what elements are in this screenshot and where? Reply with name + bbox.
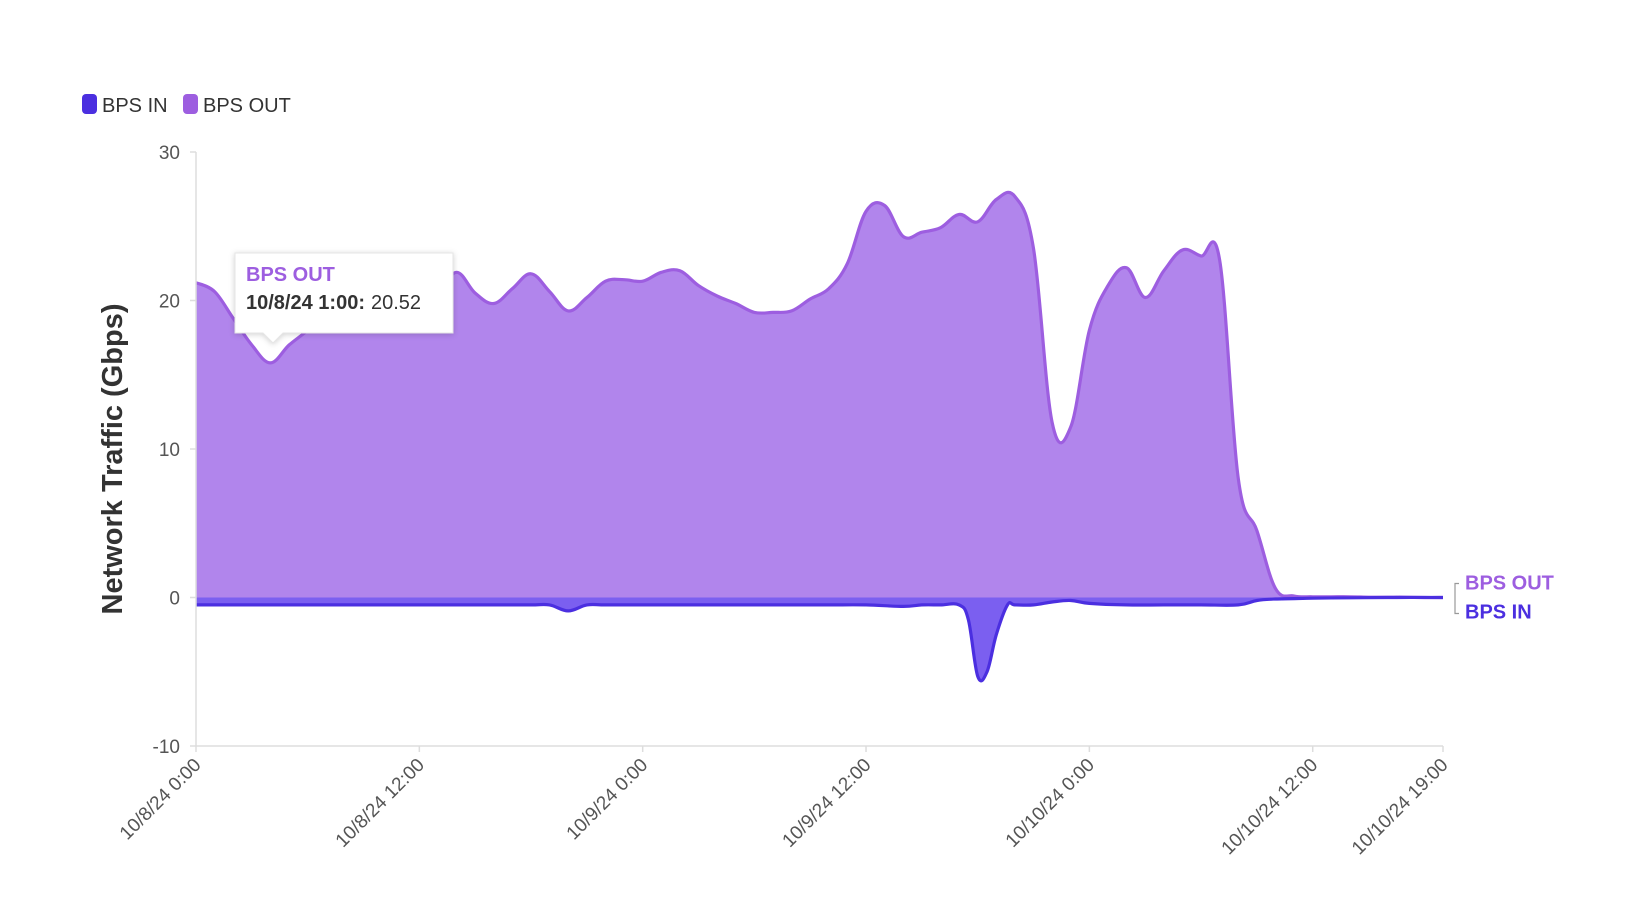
tooltip-series-name: BPS OUT xyxy=(246,264,335,286)
y-tick-label: 20 xyxy=(159,292,180,313)
x-tick-label: 10/9/24 0:00 xyxy=(563,755,653,845)
tooltip-value-line: 10/8/24 1:00: 20.52 xyxy=(246,292,421,314)
y-tick-label: 30 xyxy=(159,143,180,164)
x-tick-label: 10/10/24 12:00 xyxy=(1218,755,1323,860)
legend-swatch-bps-in xyxy=(82,94,97,114)
legend-label-bps-in: BPS IN xyxy=(102,95,168,117)
tooltip-value: 20.52 xyxy=(371,292,421,314)
x-tick-label: 10/10/24 0:00 xyxy=(1002,755,1099,852)
x-tick-label: 10/8/24 0:00 xyxy=(116,755,206,845)
y-tick-label: -10 xyxy=(153,737,180,758)
tooltip-timestamp: 10/8/24 1:00: xyxy=(246,292,365,314)
end-label-bps-in: BPS IN xyxy=(1465,602,1532,624)
legend-label-bps-out: BPS OUT xyxy=(203,95,291,117)
x-tick-label: 10/8/24 12:00 xyxy=(332,755,429,852)
y-axis-title: Network Traffic (Gbps) xyxy=(97,304,129,615)
tooltip-box xyxy=(234,252,454,344)
x-tick-label: 10/9/24 12:00 xyxy=(779,755,876,852)
end-label-bracket xyxy=(1454,582,1459,615)
x-axis-ticks: 10/8/24 0:00 10/8/24 12:00 10/9/24 0:00 10/… xyxy=(116,746,1453,859)
end-label-bps-out: BPS OUT xyxy=(1465,573,1554,595)
tooltip: BPS OUT 10/8/24 1:00: 20.52 xyxy=(234,252,454,344)
y-tick-label: 10 xyxy=(159,440,180,461)
y-axis-ticks: 30 20 10 0 -10 xyxy=(153,143,196,758)
legend-swatch-bps-out xyxy=(183,94,198,114)
y-tick-label: 0 xyxy=(169,589,180,610)
series-end-labels: BPS OUT BPS IN xyxy=(1454,573,1554,624)
x-tick-label: 10/10/24 19:00 xyxy=(1348,755,1453,860)
legend: BPS IN BPS OUT xyxy=(82,94,291,117)
bps-in-line xyxy=(196,595,1444,683)
bps-in-area xyxy=(196,597,1443,681)
